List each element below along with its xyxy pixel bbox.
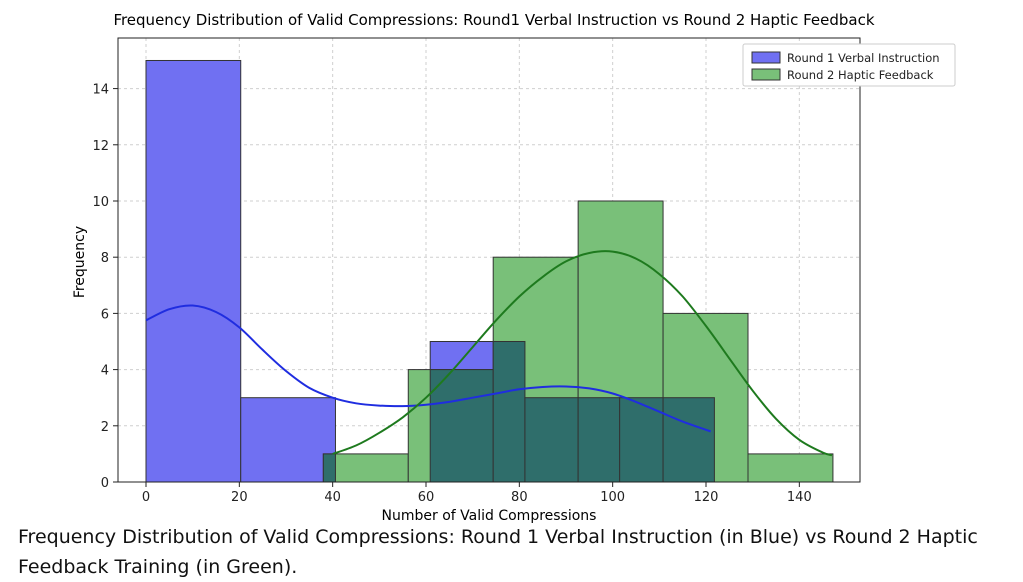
legend-box <box>742 43 956 87</box>
y-tick-label: 14 <box>92 83 109 98</box>
y-axis-label: Frequency <box>72 226 88 298</box>
x-tick-label: 0 <box>142 490 150 505</box>
legend-label-series-2: Round 2 Haptic Feedback <box>787 68 934 82</box>
histogram-chart: 0 20 40 60 80 100 120 140 0 2 4 6 8 10 12 14 Frequency … <box>72 11 956 524</box>
legend-swatch-series-1 <box>751 51 781 64</box>
plot-frame <box>117 37 861 483</box>
x-tick-label: 60 <box>418 490 435 505</box>
bar-overlap <box>619 397 664 483</box>
bar-overlap <box>429 369 494 483</box>
kde-curve-series-2 <box>332 250 833 457</box>
bar-overlap <box>662 397 715 483</box>
x-tick-label: 100 <box>600 490 625 505</box>
x-tick-label: 80 <box>511 490 528 505</box>
bar-overlap <box>577 397 621 483</box>
bar-overlap <box>492 340 526 483</box>
axes-layer: 0 20 40 60 80 100 120 140 0 2 4 6 8 10 12 14 <box>92 37 861 505</box>
y-tick-label: 2 <box>101 420 109 435</box>
kde-curve-series-1 <box>145 304 712 433</box>
x-tick-label: 120 <box>694 490 719 505</box>
bar-series-2 <box>322 453 409 483</box>
x-tick-label: 20 <box>231 490 248 505</box>
legend-swatch-series-2 <box>751 68 781 81</box>
legend-label-series-1: Round 1 Verbal Instruction <box>787 51 940 65</box>
bar-overlap <box>322 453 336 483</box>
chart-container: 0 20 40 60 80 100 120 140 0 2 4 6 8 10 12 14 Frequency … <box>72 11 956 524</box>
x-tick-label: 140 <box>787 490 812 505</box>
kde-layer <box>145 250 833 457</box>
bar-series-1 <box>240 397 336 483</box>
x-axis-label: Number of Valid Compressions <box>382 508 597 524</box>
y-tick-label: 0 <box>101 476 109 491</box>
y-tick-label: 12 <box>92 139 109 154</box>
y-tick-label: 10 <box>92 195 109 210</box>
x-tick-label: 40 <box>324 490 341 505</box>
chart-title: Frequency Distribution of Valid Compress… <box>113 11 874 29</box>
bar-overlap <box>524 397 579 483</box>
legend: Round 1 Verbal Instruction Round 2 Haptic… <box>742 43 956 87</box>
y-tick-label: 8 <box>101 251 109 266</box>
bars-layer <box>145 59 834 483</box>
figure-caption: Frequency Distribution of Valid Compress… <box>18 526 978 578</box>
y-tick-label: 6 <box>101 307 109 322</box>
bar-series-2 <box>747 453 834 483</box>
bar-series-1 <box>145 59 242 483</box>
y-tick-label: 4 <box>101 364 109 379</box>
